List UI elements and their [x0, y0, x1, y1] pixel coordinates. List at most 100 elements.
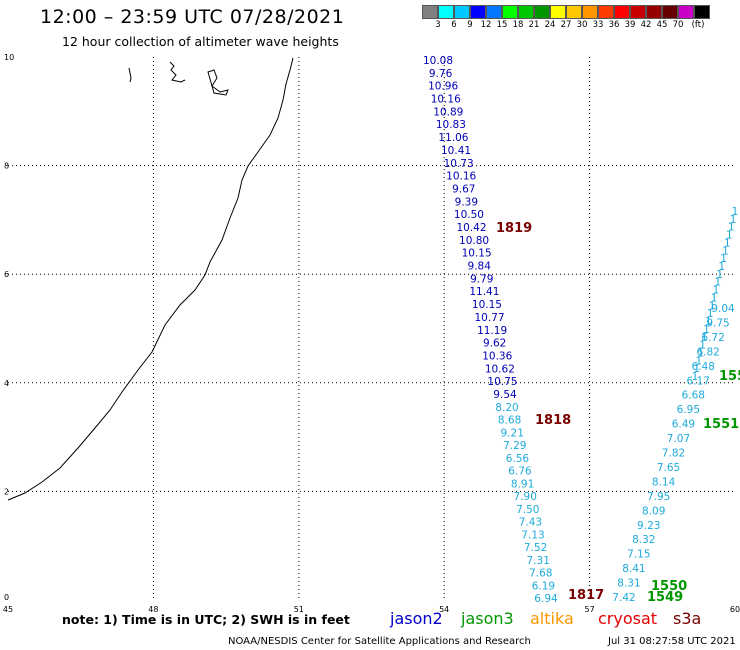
swh-value-label: 6.48	[692, 361, 715, 373]
legend-label: 24	[544, 20, 556, 30]
x-tick-label: 60	[730, 605, 740, 614]
swh-value-label: 9.67	[452, 183, 475, 195]
swh-value-label: 10.50	[454, 209, 484, 221]
swh-value-label: 10.77	[475, 312, 505, 324]
swh-value-label: 7.07	[667, 433, 690, 445]
legend-swatch	[566, 5, 582, 19]
swh-value-label: 10.73	[444, 158, 474, 170]
swh-overlap-mark: 1	[701, 332, 708, 344]
swh-value-label: 11.06	[438, 132, 468, 144]
satellite-cryosat: cryosat	[598, 609, 658, 628]
swh-overlap-mark: 1	[718, 261, 725, 273]
swh-value-label: 10.96	[428, 81, 458, 93]
swh-value-label: 6.76	[508, 466, 532, 478]
swh-value-label: 10.36	[482, 350, 512, 362]
swh-value-label: 7.95	[647, 491, 670, 503]
swh-overlap-mark: 1	[715, 277, 722, 289]
satellite-jason3: jason3	[461, 609, 514, 628]
page-subtitle: 12 hour collection of altimeter wave hei…	[62, 34, 339, 49]
swh-value-label: 6.19	[532, 580, 555, 592]
legend-label: 39	[624, 20, 636, 30]
time-label: 1817	[568, 588, 604, 603]
satellite-jason2: jason2	[390, 609, 443, 628]
swh-value-label: 6.95	[677, 404, 700, 416]
swh-value-label: 10.16	[446, 171, 476, 183]
x-tick-label: 45	[3, 605, 13, 614]
swh-value-label: 6.49	[672, 419, 695, 431]
swh-value-label: 10.62	[485, 363, 515, 375]
swh-overlap-mark: 1	[711, 292, 718, 304]
swh-overlap-mark: 1	[703, 324, 710, 336]
swh-value-label: 9.21	[501, 427, 524, 439]
legend-swatch	[630, 5, 646, 19]
y-tick-labels: 0 2 4 6 8 10	[4, 53, 14, 602]
legend-swatch	[550, 5, 566, 19]
legend-label: 30	[576, 20, 588, 30]
legend-label: 70	[672, 20, 684, 30]
legend-swatch	[678, 5, 694, 19]
swh-value-label: 9.39	[455, 196, 478, 208]
x-tick-label: 57	[585, 605, 595, 614]
swh-value-label: 9.76	[429, 68, 453, 80]
swh-value-label: 8.14	[652, 476, 676, 488]
altimeter-tracks: 10.089.7610.9610.1610.8910.8311.0610.411…	[423, 55, 740, 605]
swh-value-label: 10.89	[433, 106, 463, 118]
map-grid	[8, 57, 735, 600]
swh-value-label: 7.65	[657, 462, 680, 474]
swh-value-label: 6.68	[682, 390, 705, 402]
x-tick-label: 54	[439, 605, 449, 614]
swh-value-label: 7.82	[662, 448, 685, 460]
swh-value-label: 9.79	[470, 273, 493, 285]
swh-overlap-mark: 1	[713, 285, 720, 297]
time-label: 1549	[647, 590, 683, 605]
legend-label: 36	[608, 20, 620, 30]
swh-value-label: 7.13	[521, 529, 544, 541]
swh-value-label: 9.04	[711, 303, 735, 315]
footer-note: note: 1) Time is in UTC; 2) SWH is in fe…	[62, 612, 350, 627]
swh-overlap-mark: 1	[697, 347, 704, 359]
legend-swatch	[518, 5, 534, 19]
legend-swatch	[598, 5, 614, 19]
time-label: 1551	[703, 417, 739, 432]
satellite-altika: altika	[530, 609, 574, 628]
swh-value-label: 11.19	[477, 325, 507, 337]
swh-value-label: 7.43	[519, 517, 542, 529]
swh-value-label: 9.62	[483, 338, 506, 350]
footer-timestamp: Jul 31 08:27:58 UTC 2021	[608, 636, 736, 647]
swh-overlap-mark: 1	[692, 371, 699, 383]
swh-overlap-mark: 1	[709, 300, 716, 312]
coastline	[7, 57, 294, 501]
swh-value-label: 10.41	[441, 145, 471, 157]
legend-label: 9	[467, 20, 473, 30]
swh-value-label: 8.68	[498, 415, 521, 427]
swh-value-label: 10.16	[431, 94, 461, 106]
y-tick-label: 2	[4, 487, 9, 496]
swh-overlap-mark: 1	[726, 230, 733, 242]
legend-labels: 3 6 9 12 15 18 21 24 27 30 33 36 39 42 45 70 (ft)	[422, 19, 740, 31]
legend-label: 27	[560, 20, 572, 30]
swh-value-label: 8.32	[632, 534, 655, 546]
swh-overlap-mark: 1	[732, 206, 739, 218]
swh-value-label: 6.17	[687, 375, 710, 387]
swh-value-label: 7.50	[516, 504, 539, 516]
island-1	[128, 67, 132, 83]
swh-overlap-mark: 1	[722, 245, 729, 257]
swh-overlap-mark: 1	[724, 237, 731, 249]
legend-label: 3	[435, 20, 441, 30]
swh-overlap-mark: 1	[707, 308, 714, 320]
legend-swatch	[694, 5, 710, 19]
y-tick-label: 6	[4, 270, 9, 279]
swh-value-label: 8.09	[642, 505, 665, 517]
x-tick-label: 48	[148, 605, 158, 614]
legend-label: 12	[480, 20, 492, 30]
y-tick-label: 8	[4, 162, 9, 171]
swh-value-label: 10.75	[487, 376, 517, 388]
legend-label: 45	[656, 20, 668, 30]
legend-label: 42	[640, 20, 652, 30]
swh-overlap-mark: 1	[728, 222, 735, 234]
legend-label: (ft)	[691, 20, 705, 30]
swh-value-label: 10.42	[456, 222, 486, 234]
legend-swatches	[422, 5, 740, 19]
legend-swatch	[486, 5, 502, 19]
